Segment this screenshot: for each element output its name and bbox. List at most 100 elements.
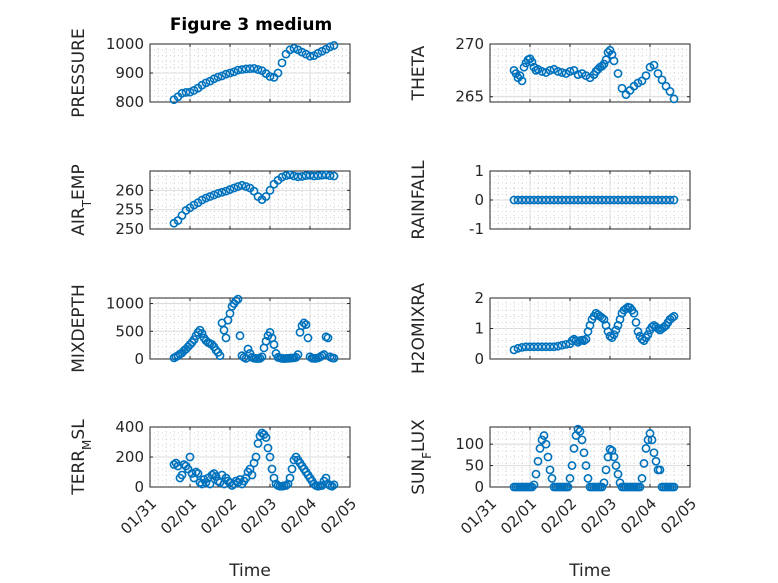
data-point bbox=[233, 294, 243, 304]
data-point bbox=[513, 343, 523, 353]
data-point bbox=[517, 76, 527, 86]
data-point bbox=[517, 343, 527, 352]
data-point bbox=[305, 51, 315, 61]
panel-mixdepth: 0 500 1000 MIXDEPTH bbox=[69, 284, 351, 373]
data-point bbox=[651, 456, 661, 466]
x-tick-label: 02/02 bbox=[537, 495, 580, 538]
data-point bbox=[611, 461, 621, 470]
data-point bbox=[553, 341, 563, 351]
data-point bbox=[225, 185, 235, 194]
y-tick-label: 265 bbox=[455, 88, 484, 106]
data-point bbox=[301, 320, 311, 330]
data-point bbox=[641, 444, 651, 453]
data-point bbox=[647, 435, 657, 445]
data-point bbox=[565, 67, 575, 76]
data-point bbox=[655, 465, 665, 475]
data-point bbox=[621, 304, 631, 314]
data-point bbox=[545, 65, 555, 75]
data-point bbox=[253, 65, 263, 74]
data-point bbox=[213, 72, 223, 82]
y-tick-label: 500 bbox=[115, 322, 144, 340]
data-point bbox=[535, 444, 545, 453]
y-axis-label: AIRTEMP bbox=[69, 164, 94, 235]
data-point bbox=[625, 303, 635, 313]
y-axis-label: RAINFALL bbox=[409, 160, 429, 240]
data-point bbox=[569, 444, 579, 453]
data-point bbox=[579, 448, 589, 458]
data-point bbox=[581, 334, 591, 344]
data-point bbox=[293, 350, 303, 359]
y-tick-label: 0 bbox=[474, 191, 484, 209]
data-point bbox=[177, 470, 187, 480]
data-point bbox=[277, 172, 287, 182]
data-point bbox=[537, 67, 547, 76]
data-point bbox=[529, 480, 539, 490]
y-tick-label: 0 bbox=[474, 478, 484, 496]
y-tick-label: 0 bbox=[474, 350, 484, 368]
data-point bbox=[261, 192, 271, 201]
axes-frame bbox=[489, 43, 691, 103]
data-point bbox=[281, 481, 291, 490]
data-point bbox=[187, 469, 197, 478]
data-point bbox=[539, 431, 549, 440]
data-point bbox=[219, 325, 229, 335]
data-point bbox=[231, 296, 241, 306]
data-point bbox=[599, 478, 609, 488]
data-point bbox=[221, 333, 231, 343]
y-tick-label: 250 bbox=[115, 220, 144, 238]
data-point bbox=[579, 336, 589, 346]
data-point bbox=[169, 460, 179, 469]
data-point bbox=[287, 464, 297, 474]
y-tick-label: 0 bbox=[134, 350, 144, 368]
data-point bbox=[245, 64, 255, 74]
y-axis-label: SUNFLUX bbox=[409, 419, 434, 495]
data-point bbox=[669, 311, 679, 321]
data-point bbox=[557, 340, 567, 350]
data-point bbox=[653, 69, 663, 78]
data-point bbox=[519, 62, 529, 72]
x-axis-label: Time bbox=[568, 561, 611, 581]
x-tick-label: 01/31 bbox=[457, 495, 500, 538]
y-axis-label: PRESSURE bbox=[69, 28, 89, 117]
data-point bbox=[193, 469, 203, 478]
y-axis-label: TERRMSL bbox=[69, 419, 94, 496]
data-point bbox=[281, 171, 291, 181]
data-point bbox=[309, 171, 319, 181]
data-point bbox=[229, 183, 239, 193]
data-point bbox=[303, 333, 313, 343]
y-tick-label: 270 bbox=[455, 35, 484, 53]
data-point bbox=[217, 187, 227, 197]
data-point bbox=[323, 333, 333, 343]
data-point bbox=[197, 329, 207, 338]
y-axis-label: THETA bbox=[409, 45, 429, 101]
y-tick-label: 900 bbox=[115, 64, 144, 82]
data-point bbox=[629, 308, 639, 318]
data-point bbox=[201, 478, 211, 487]
panel-rainfall: -1 0 1 RAINFALL bbox=[409, 160, 691, 240]
data-point bbox=[565, 474, 575, 483]
data-point bbox=[641, 71, 651, 81]
data-point bbox=[325, 42, 335, 52]
data-point bbox=[329, 171, 339, 181]
data-point bbox=[527, 57, 537, 67]
data-point bbox=[545, 465, 555, 475]
data-point bbox=[637, 474, 647, 483]
data-point bbox=[603, 452, 613, 462]
data-point bbox=[211, 345, 221, 355]
data-point bbox=[241, 64, 251, 74]
data-point bbox=[637, 334, 647, 344]
data-point bbox=[185, 452, 195, 462]
data-point bbox=[563, 482, 573, 492]
data-point bbox=[305, 170, 315, 180]
y-tick-label: 100 bbox=[455, 435, 484, 453]
data-point bbox=[657, 75, 667, 85]
x-tick-label: 02/04 bbox=[277, 495, 320, 538]
y-axis-label: MIXDEPTH bbox=[69, 284, 89, 373]
data-point bbox=[533, 456, 543, 466]
data-point bbox=[235, 475, 245, 484]
data-point bbox=[639, 459, 649, 468]
data-point bbox=[211, 472, 221, 481]
data-point bbox=[207, 470, 217, 480]
x-tick-label: 02/05 bbox=[657, 495, 700, 538]
